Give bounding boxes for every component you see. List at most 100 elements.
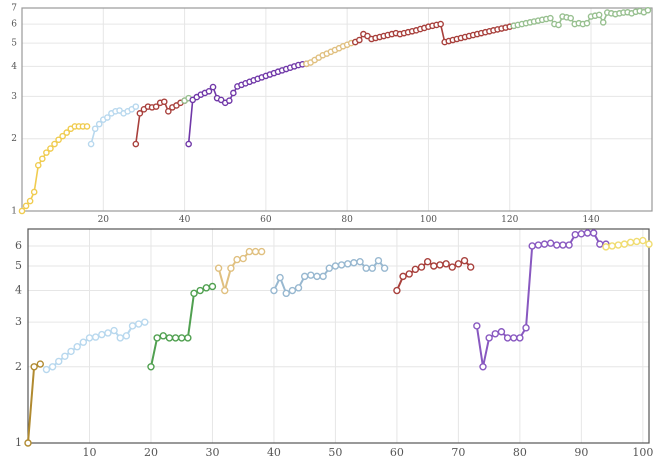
data-point	[128, 322, 137, 330]
data-point	[466, 263, 475, 271]
data-point	[344, 260, 352, 268]
x-tick-label: 70	[451, 446, 465, 459]
x-tick-label: 40	[267, 446, 281, 459]
data-point	[104, 114, 111, 121]
x-tick-label: 10	[82, 446, 96, 459]
data-point	[47, 145, 54, 152]
data-point	[36, 360, 44, 368]
data-point	[48, 363, 57, 371]
data-point	[528, 242, 536, 250]
data-point	[134, 320, 143, 328]
data-point	[599, 19, 607, 26]
data-point	[141, 318, 149, 326]
data-point	[356, 257, 364, 266]
data-point	[91, 333, 100, 341]
data-point	[239, 254, 247, 263]
data-point	[245, 247, 254, 256]
data-point	[30, 188, 38, 196]
data-point	[205, 88, 213, 95]
data-point	[209, 83, 217, 91]
data-point	[85, 334, 94, 342]
data-point	[233, 255, 241, 264]
data-point	[55, 136, 62, 144]
data-point	[288, 286, 297, 295]
data-point	[313, 272, 321, 281]
data-point	[430, 262, 438, 270]
data-point	[132, 103, 140, 110]
data-point	[411, 265, 420, 274]
series-4	[214, 247, 266, 295]
data-point	[522, 324, 530, 332]
data-point	[294, 284, 303, 292]
series-1	[18, 123, 91, 215]
data-point	[87, 140, 95, 148]
data-point	[331, 262, 340, 270]
data-point	[136, 110, 144, 117]
x-tick-label: 60	[260, 215, 272, 225]
x-tick-label: 100	[420, 215, 437, 225]
data-point	[147, 363, 155, 371]
x-tick-label: 90	[574, 446, 588, 459]
data-point	[178, 334, 186, 342]
data-point	[368, 264, 377, 272]
data-point	[595, 11, 603, 19]
data-point	[602, 243, 610, 251]
data-point	[251, 247, 260, 256]
data-point	[497, 328, 506, 336]
data-point	[202, 284, 211, 292]
data-point	[26, 197, 34, 205]
data-point	[596, 240, 604, 248]
data-point	[567, 14, 575, 22]
data-point	[589, 229, 598, 237]
data-point	[577, 230, 586, 238]
data-point	[104, 329, 112, 337]
series-6	[393, 256, 475, 295]
data-point	[43, 149, 50, 156]
data-point	[540, 240, 549, 248]
x-tick-label: 60	[390, 446, 404, 459]
data-point	[165, 334, 174, 342]
data-point	[510, 334, 518, 342]
series-5	[270, 256, 389, 298]
plot-frame	[21, 7, 653, 212]
series-8	[510, 6, 652, 30]
data-point	[270, 286, 278, 295]
data-point	[190, 289, 198, 298]
series-7	[351, 20, 518, 46]
data-point	[73, 343, 81, 351]
data-point	[160, 98, 168, 106]
data-point	[159, 332, 167, 340]
series-1	[24, 360, 44, 447]
data-point	[39, 155, 46, 163]
data-point	[644, 6, 652, 14]
data-point	[30, 363, 38, 371]
data-point	[325, 264, 333, 272]
data-point	[442, 260, 450, 268]
data-point	[22, 202, 30, 210]
data-point	[565, 241, 573, 249]
data-point	[171, 334, 180, 342]
data-point	[547, 14, 554, 22]
data-point	[559, 241, 567, 249]
data-point	[225, 97, 233, 104]
data-point	[356, 36, 363, 44]
data-point	[350, 259, 358, 267]
data-point	[491, 330, 499, 338]
data-point	[24, 439, 32, 447]
data-point	[63, 129, 71, 136]
data-point	[583, 19, 591, 27]
data-point	[208, 282, 217, 291]
y-tick-label: 2	[15, 360, 22, 373]
data-point	[196, 286, 204, 295]
data-point	[152, 103, 160, 110]
data-point	[423, 257, 432, 266]
chart-panel-1: 1 2 3 4 5 6 7 20 40 60 80 100 120 140	[11, 4, 653, 225]
data-point	[79, 338, 88, 346]
data-point	[405, 270, 413, 278]
data-point	[282, 289, 290, 298]
data-point	[116, 334, 124, 342]
series-2	[87, 103, 140, 148]
data-point	[18, 207, 26, 215]
data-point	[633, 237, 641, 246]
data-point	[516, 334, 524, 342]
